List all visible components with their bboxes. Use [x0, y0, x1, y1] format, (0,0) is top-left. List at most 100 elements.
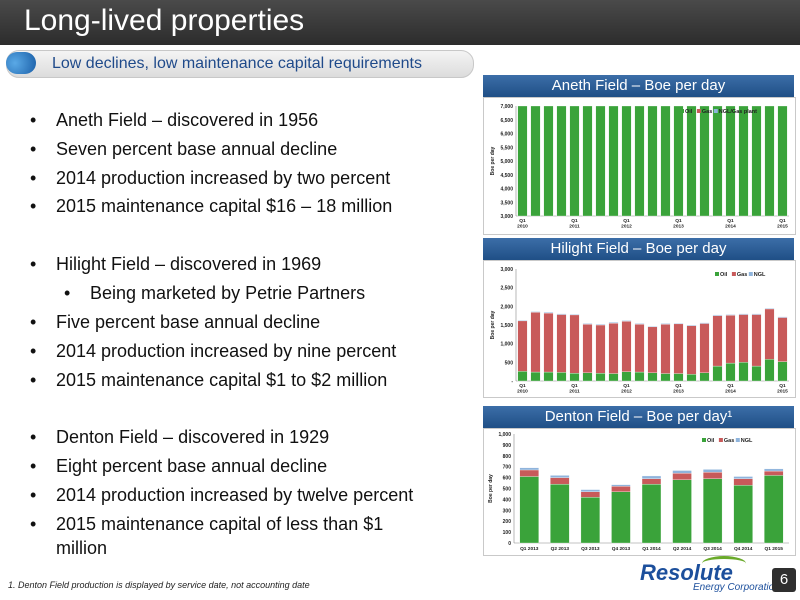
aneth-x-tick-label: 2015 — [777, 224, 788, 230]
hilight-bar-ngl — [712, 314, 723, 316]
aneth-bar-oil — [738, 105, 749, 217]
aneth-x-tick-label: 2011 — [569, 224, 580, 230]
hilight-bar-gas — [582, 324, 593, 373]
denton-y-axis-label: Boe per day — [488, 474, 494, 503]
title-bar — [0, 0, 800, 45]
aneth-y-tick-label: 6,000 — [500, 132, 513, 138]
hilight-bar-ngl — [738, 313, 749, 315]
page-subtitle: Low declines, low maintenance capital re… — [52, 55, 422, 72]
denton-legend-swatch — [718, 438, 723, 442]
denton-x-tick-label: Q3 2013 — [581, 546, 600, 552]
denton-x-tick-label: Q4 2014 — [734, 546, 753, 552]
denton-bar-ngl — [611, 484, 631, 487]
hilight-bar-gas — [530, 312, 541, 373]
denton-y-tick-label: 900 — [503, 443, 512, 449]
hilight-bar-oil — [621, 371, 632, 382]
hilight-x-tick-label: 2010 — [517, 389, 528, 395]
denton-legend-label: Gas — [724, 438, 734, 444]
hilight-bar-gas — [634, 324, 645, 373]
denton-bar-oil — [580, 497, 601, 544]
hilight-y-axis-label: Boe per day — [490, 310, 496, 339]
denton-legend-label: Oil — [707, 438, 715, 444]
aneth-x-tick-label: Q1 — [779, 218, 786, 224]
hilight-x-tick-label: 2011 — [569, 389, 580, 395]
aneth-legend-label: Gas — [702, 109, 712, 115]
hilight-bar-oil — [582, 372, 593, 382]
hilight-x-tick-label: Q1 — [727, 383, 734, 389]
hilight-bar-gas — [738, 314, 749, 363]
aneth-bar-oil — [660, 105, 671, 217]
hilight-bar-ngl — [556, 313, 567, 315]
bullet-item: • Eight percent base annual decline — [30, 456, 328, 476]
hilight-bar-oil — [777, 361, 788, 382]
hilight-bar-gas — [673, 323, 684, 374]
hilight-bar-oil — [764, 359, 775, 382]
aneth-y-tick-label: 6,500 — [500, 118, 513, 124]
hilight-bar-oil — [647, 372, 658, 382]
hilight-bar-oil — [530, 371, 541, 382]
aneth-x-tick-label: 2010 — [517, 224, 528, 230]
hilight-bar-ngl — [517, 319, 528, 322]
denton-bar-gas — [702, 472, 723, 479]
hilight-bar-ngl — [621, 320, 632, 322]
hilight-y-tick-label: 2,500 — [500, 286, 513, 292]
aneth-bar-oil — [608, 105, 619, 217]
aneth-x-tick-label: Q1 — [519, 218, 526, 224]
aneth-bar-oil — [517, 105, 528, 217]
aneth-x-tick-label: Q1 — [623, 218, 630, 224]
aneth-legend-swatch — [680, 109, 684, 113]
aneth-bar-oil — [569, 105, 580, 217]
aneth-bar-oil — [530, 105, 541, 217]
aneth-chart: 3,000 3,500 4,000 4,500 5,000 5,500 6,000 6,500… — [490, 104, 789, 230]
hilight-bar-oil — [556, 372, 567, 382]
hilight-bar-ngl — [595, 324, 606, 326]
aneth-x-tick-label: Q1 — [675, 218, 682, 224]
denton-legend-label: NGL — [741, 438, 753, 444]
aneth-y-axis-label: Boe per day — [490, 146, 496, 175]
denton-bar-ngl — [672, 470, 692, 474]
hilight-bar-ngl — [582, 323, 593, 325]
hilight-bar-oil — [751, 365, 762, 382]
hilight-bar-ngl — [569, 314, 580, 316]
denton-y-tick-label: 300 — [503, 508, 512, 514]
aneth-legend-label: Oil — [685, 109, 693, 115]
bullet-item: • Aneth Field – discovered in 1956 — [30, 110, 319, 130]
hilight-bar-oil — [660, 373, 671, 382]
denton-y-tick-label: 1,000 — [498, 432, 511, 438]
aneth-y-tick-label: 4,500 — [500, 173, 513, 179]
hilight-bar-gas — [686, 325, 697, 375]
bullet-item: • Denton Field – discovered in 1929 — [30, 427, 330, 447]
hilight-bar-oil — [517, 371, 528, 382]
denton-bar-oil — [519, 476, 539, 544]
aneth-bar-oil — [725, 105, 736, 217]
denton-y-tick-label: 100 — [503, 530, 512, 536]
hilight-y-tick-label: 3,000 — [500, 267, 513, 273]
aneth-y-tick-label: 3,000 — [500, 214, 513, 220]
denton-legend-swatch — [702, 438, 706, 442]
aneth-bar-oil — [634, 105, 645, 217]
hilight-bar-ngl — [686, 324, 697, 326]
hilight-bar-oil — [712, 365, 723, 382]
hilight-bar-oil — [569, 373, 580, 382]
company-logo: Resolute — [640, 560, 733, 585]
footnote: 1. Denton Field production is displayed … — [8, 580, 310, 590]
denton-bar-gas — [764, 470, 784, 476]
hilight-bar-ngl — [608, 322, 619, 324]
denton-x-tick-label: Q2 2014 — [673, 546, 692, 552]
aneth-bar-oil — [556, 105, 567, 217]
denton-bar-ngl — [550, 475, 570, 478]
bullet-item: • Seven percent base annual decline — [30, 139, 338, 159]
aneth-bar-oil — [673, 105, 684, 217]
bullet-item: • 2015 maintenance capital of less than $… — [30, 514, 384, 534]
hilight-bar-gas — [751, 314, 762, 367]
hilight-bar-gas — [777, 317, 788, 362]
hilight-bar-ngl — [764, 308, 775, 310]
hilight-bar-gas — [608, 322, 619, 374]
aneth-x-tick-label: 2013 — [673, 224, 684, 230]
hilight-bar-oil — [634, 371, 645, 382]
hilight-x-tick-label: Q1 — [571, 383, 578, 389]
denton-y-tick-label: 600 — [503, 476, 512, 482]
company-logo-tagline: Energy Corporation — [693, 582, 780, 593]
denton-bar-gas — [611, 486, 631, 492]
aneth-bar-oil — [595, 105, 606, 217]
